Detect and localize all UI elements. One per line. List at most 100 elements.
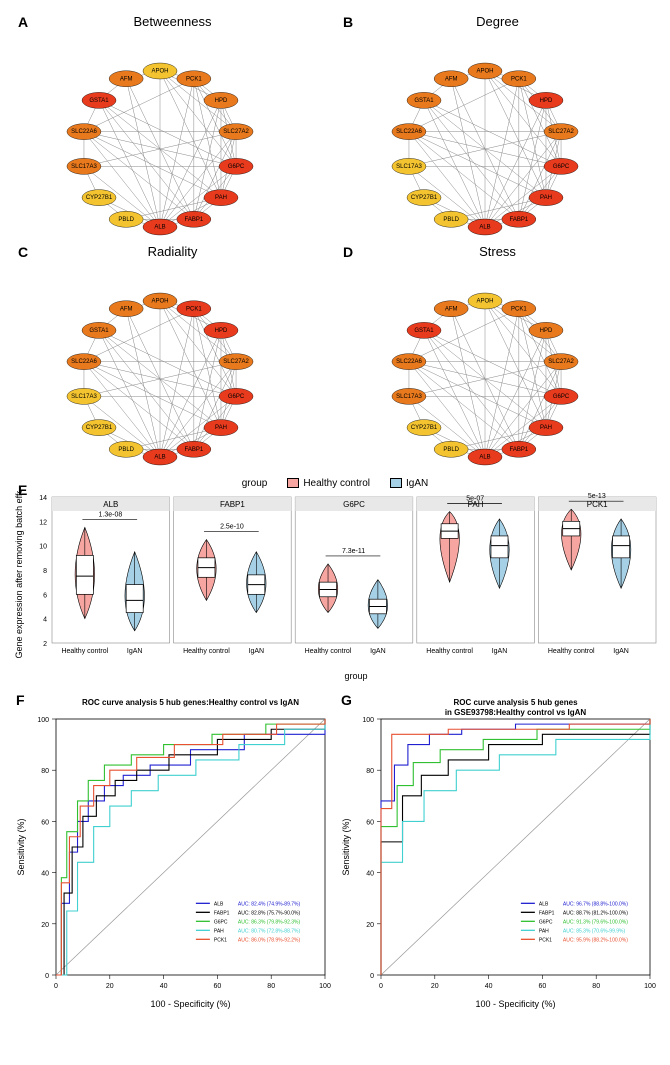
- roc-title: ROC curve analysis 5 hub genes: [453, 698, 578, 707]
- svg-text:SLC27A2: SLC27A2: [223, 359, 249, 365]
- svg-text:100: 100: [37, 717, 49, 724]
- svg-text:G6PC: G6PC: [228, 394, 245, 400]
- violin-facet-g6pc: G6PC: [343, 500, 365, 509]
- violin-facet-fabp1: FABP1: [220, 500, 245, 509]
- svg-text:SLC17A3: SLC17A3: [71, 394, 97, 400]
- svg-text:SLC22A6: SLC22A6: [71, 129, 97, 135]
- svg-text:GSTA1: GSTA1: [89, 98, 109, 104]
- panel-label-d: D: [343, 244, 353, 260]
- network-panel-betweenness: A Betweenness APOHPCK1HPDSLC27A2G6PCPAHF…: [10, 10, 335, 240]
- svg-text:IgAN: IgAN: [492, 648, 508, 655]
- svg-text:GSTA1: GSTA1: [89, 328, 109, 334]
- roc-ylabel: Sensitivity (%): [16, 818, 26, 875]
- svg-text:40: 40: [160, 983, 168, 990]
- svg-text:PBLD: PBLD: [118, 447, 134, 453]
- network-svg: APOHPCK1HPDSLC27A2G6PCPAHFABP1ALBPBLDCYP…: [10, 261, 310, 471]
- svg-text:60: 60: [366, 819, 374, 826]
- panel-label-c: C: [18, 244, 28, 260]
- violin-facet-alb: ALB: [103, 500, 118, 509]
- violin-pval-alb: 1.3e-08: [98, 511, 122, 518]
- svg-text:SLC27A2: SLC27A2: [223, 129, 249, 135]
- violin-section: E group Healthy control IgAN Gene expres…: [10, 478, 660, 681]
- svg-text:PCK1: PCK1: [511, 306, 527, 312]
- svg-text:60: 60: [41, 819, 49, 826]
- violin-legend-igan: IgAN: [390, 478, 428, 489]
- roc-plot-f: FROC curve analysis 5 hub genes:Healthy …: [10, 691, 335, 1011]
- roc-auc-alb: AUC: 82.4% (74.9%-89.7%): [238, 901, 301, 907]
- svg-text:PCK1: PCK1: [511, 76, 527, 82]
- svg-text:40: 40: [366, 871, 374, 878]
- roc-auc-pah: AUC: 85.3% (70.6%-99.9%): [563, 928, 626, 934]
- svg-text:FABP1: FABP1: [509, 217, 528, 223]
- svg-text:SLC17A3: SLC17A3: [396, 164, 422, 170]
- roc-auc-fabp1: AUC: 82.8% (75.7%-90.0%): [238, 910, 301, 916]
- roc-auc-fabp1: AUC: 88.7% (81.2%-100.0%): [563, 910, 628, 916]
- svg-text:Healthy control: Healthy control: [548, 648, 595, 655]
- svg-text:SLC17A3: SLC17A3: [396, 394, 422, 400]
- svg-text:0: 0: [45, 973, 49, 980]
- svg-text:0: 0: [370, 973, 374, 980]
- violin-legend-row: group Healthy control IgAN: [10, 478, 660, 489]
- violin-pval-g6pc: 7.3e-11: [342, 548, 365, 555]
- svg-text:ALB: ALB: [154, 225, 165, 231]
- violin-pval-fabp1: 2.5e-10: [220, 524, 244, 531]
- figure-root: A Betweenness APOHPCK1HPDSLC27A2G6PCPAHF…: [0, 0, 670, 1021]
- network-panel-stress: D Stress APOHPCK1HPDSLC27A2G6PCPAHFABP1A…: [335, 240, 660, 470]
- svg-text:PBLD: PBLD: [443, 217, 459, 223]
- svg-text:AFM: AFM: [445, 76, 458, 82]
- svg-text:100: 100: [319, 983, 331, 990]
- roc-auc-g6pc: AUC: 91.3% (79.6%-100.0%): [563, 919, 628, 925]
- svg-text:100: 100: [362, 717, 374, 724]
- violin-pval-pck1: 5e-13: [588, 493, 606, 500]
- svg-text:SLC22A6: SLC22A6: [396, 129, 422, 135]
- roc-legend-pah: PAH: [214, 928, 224, 934]
- roc-legend-fabp1: FABP1: [214, 910, 230, 916]
- panel-title-radiality: Radiality: [10, 244, 335, 259]
- svg-text:SLC17A3: SLC17A3: [71, 164, 97, 170]
- network-panel-radiality: C Radiality APOHPCK1HPDSLC27A2G6PCPAHFAB…: [10, 240, 335, 470]
- violin-legend-hc: Healthy control: [287, 478, 370, 489]
- svg-text:FABP1: FABP1: [509, 447, 528, 453]
- svg-text:AFM: AFM: [120, 306, 133, 312]
- network-panel-degree: B Degree APOHPCK1HPDSLC27A2G6PCPAHFABP1A…: [335, 10, 660, 240]
- svg-text:40: 40: [41, 871, 49, 878]
- svg-text:6: 6: [43, 592, 47, 599]
- roc-auc-pah: AUC: 80.7% (72.8%-88.7%): [238, 928, 301, 934]
- svg-text:PAH: PAH: [540, 195, 552, 201]
- svg-text:60: 60: [214, 983, 222, 990]
- roc-ylabel: Sensitivity (%): [341, 818, 351, 875]
- svg-text:12: 12: [39, 519, 47, 526]
- svg-text:2: 2: [43, 641, 47, 648]
- svg-text:Healthy control: Healthy control: [61, 648, 108, 655]
- violin-xlabel: group: [344, 671, 367, 681]
- svg-text:FABP1: FABP1: [184, 447, 203, 453]
- roc-legend-g6pc: G6PC: [539, 919, 553, 925]
- panel-label-b: B: [343, 14, 353, 30]
- roc-title: in GSE93798:Healthy control vs IgAN: [445, 708, 587, 717]
- roc-xlabel: 100 - Specificity (%): [475, 999, 555, 1009]
- svg-text:PAH: PAH: [215, 195, 227, 201]
- svg-text:Healthy control: Healthy control: [426, 648, 473, 655]
- svg-text:HPD: HPD: [540, 328, 553, 334]
- svg-text:SLC22A6: SLC22A6: [396, 359, 422, 365]
- svg-text:100: 100: [644, 983, 656, 990]
- svg-text:ALB: ALB: [154, 455, 165, 461]
- svg-text:CYP27B1: CYP27B1: [411, 425, 438, 431]
- svg-text:PCK1: PCK1: [186, 76, 202, 82]
- svg-text:ALB: ALB: [479, 225, 490, 231]
- panel-label-a: A: [18, 14, 28, 30]
- svg-text:HPD: HPD: [215, 328, 228, 334]
- network-svg: APOHPCK1HPDSLC27A2G6PCPAHFABP1ALBPBLDCYP…: [335, 261, 635, 471]
- roc-legend-alb: ALB: [539, 901, 549, 907]
- roc-plot-g: G ROC curve analysis 5 hub genesin GSE937…: [335, 691, 660, 1011]
- roc-auc-alb: AUC: 96.7% (88.8%-100.0%): [563, 901, 628, 907]
- svg-text:APOH: APOH: [476, 69, 493, 75]
- svg-text:IgAN: IgAN: [613, 648, 629, 655]
- svg-text:8: 8: [43, 568, 47, 575]
- svg-text:G6PC: G6PC: [553, 394, 570, 400]
- svg-text:60: 60: [539, 983, 547, 990]
- panel-label-f: F: [16, 692, 25, 708]
- svg-text:20: 20: [41, 922, 49, 929]
- panel-label-g: G: [341, 692, 352, 708]
- svg-text:PBLD: PBLD: [443, 447, 459, 453]
